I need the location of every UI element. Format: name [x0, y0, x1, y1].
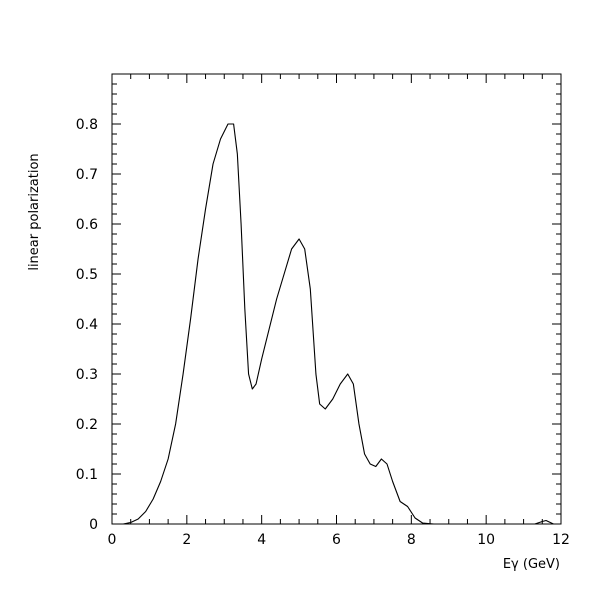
- y-tick-label: 0.8: [76, 117, 98, 133]
- y-tick-label: 0: [89, 517, 98, 533]
- y-tick-label: 0.6: [76, 217, 98, 233]
- y-axis-tick-labels: 0 0.1 0.2 0.3 0.4 0.5 0.6 0.7 0.8: [76, 117, 98, 533]
- y-tick-label: 0.5: [76, 267, 98, 283]
- x-tick-label: 8: [407, 532, 416, 548]
- y-axis-title: linear polarization: [27, 153, 42, 270]
- x-axis-title: Eγ (GeV): [503, 557, 560, 572]
- x-tick-label: 2: [182, 532, 191, 548]
- y-tick-label: 0.2: [76, 417, 98, 433]
- y-tick-label: 0.3: [76, 367, 98, 383]
- series-layer: [112, 123, 561, 525]
- y-tick-label: 0.7: [76, 167, 98, 183]
- x-tick-label: 12: [552, 532, 570, 548]
- plot-frame: [111, 73, 562, 525]
- y-tick-label: 0.1: [76, 467, 98, 483]
- x-tick-label: 0: [108, 532, 117, 548]
- x-axis-ticks: [111, 74, 562, 524]
- y-tick-label: 0.4: [76, 317, 98, 333]
- polarization-series-line: [112, 123, 561, 525]
- x-tick-label: 4: [257, 532, 266, 548]
- y-axis-ticks: [112, 73, 561, 525]
- x-tick-label: 10: [477, 532, 495, 548]
- x-axis-tick-labels: 0 2 4 6 8 10 12: [108, 532, 570, 548]
- x-tick-label: 6: [332, 532, 341, 548]
